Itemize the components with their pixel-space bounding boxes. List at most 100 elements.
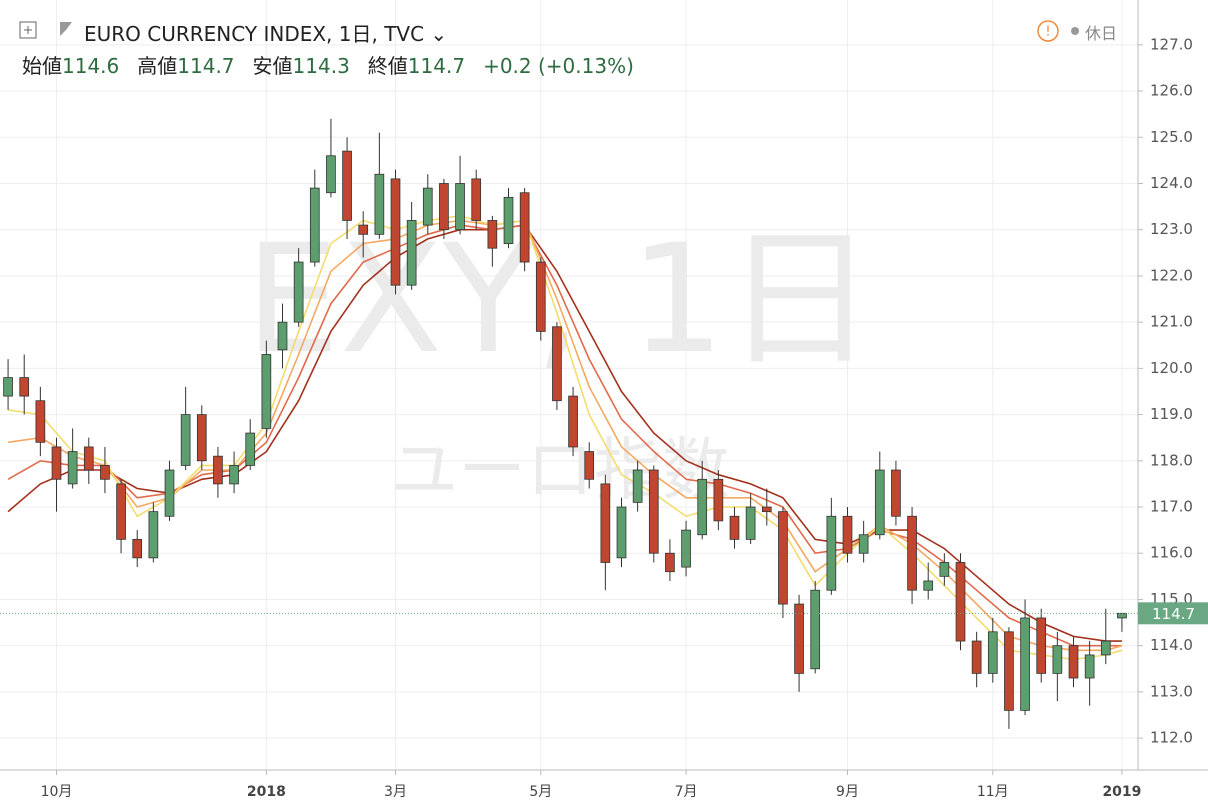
candle-body (971, 640, 982, 674)
axes: 112.0113.0114.0115.0116.0117.0118.0119.0… (0, 35, 1208, 800)
candle-body (939, 562, 950, 577)
y-tick-label: 127.0 (1150, 35, 1193, 53)
ohlc-label: 終値 (367, 54, 408, 78)
y-tick-label: 125.0 (1150, 128, 1193, 146)
ohlc-value: 114.7 (407, 54, 466, 78)
y-tick-label: 126.0 (1150, 82, 1193, 100)
candle-body (422, 187, 433, 226)
candle-body (826, 515, 837, 591)
candle-body (374, 173, 385, 235)
candle-body (229, 465, 239, 485)
candle-body (681, 529, 691, 568)
symbol-title[interactable]: EURO CURRENCY INDEX, 1日, TVC ⌄ (84, 22, 448, 46)
candle-body (616, 506, 627, 559)
candle-body (390, 178, 401, 286)
x-tick-label: 10月 (41, 784, 73, 800)
x-tick-label: 2018 (247, 784, 286, 800)
moving-average (7, 224, 1122, 642)
y-tick-label: 112.0 (1150, 729, 1193, 747)
y-tick-label: 120.0 (1150, 359, 1193, 377)
candle-body (471, 178, 482, 221)
candle-body (568, 395, 578, 448)
candle-body (648, 469, 659, 554)
x-tick-label: 7月 (675, 784, 698, 800)
candle-body (406, 220, 417, 286)
x-tick-label: 2019 (1102, 784, 1141, 800)
status-icons: ! (1037, 20, 1079, 42)
candle-body (132, 538, 143, 559)
header: EURO CURRENCY INDEX, 1日, TVC ⌄ 始値114.6 高値… (0, 0, 1130, 90)
x-tick-label: 9月 (836, 784, 859, 800)
moving-average (7, 219, 1123, 652)
candle-body (1052, 645, 1063, 674)
candle-body (342, 150, 352, 221)
candle-body (697, 478, 708, 536)
candle-body (455, 183, 465, 231)
ohlc-row: 始値114.6 高値114.7 安値114.3 終値114.7 +0.2 (+0.13%… (22, 50, 634, 79)
x-tick-label: 11月 (977, 784, 1009, 800)
candle-body (584, 451, 595, 480)
candle-body (277, 321, 288, 351)
candle-body (180, 414, 191, 466)
moving-average (7, 214, 1123, 661)
candle-body (67, 451, 78, 485)
candle-body (358, 224, 369, 235)
expand-icon[interactable] (19, 21, 37, 39)
candle-body (778, 511, 788, 605)
candle-body (810, 589, 821, 670)
candle-body (51, 446, 62, 480)
candle-body (309, 187, 320, 263)
change-pct: (+0.13%) (538, 54, 634, 78)
candle-body (1084, 654, 1095, 679)
y-tick-label: 116.0 (1150, 544, 1193, 562)
candle-body (487, 220, 498, 249)
y-tick-label: 122.0 (1150, 266, 1193, 284)
candle-body (213, 455, 223, 485)
y-tick-label: 117.0 (1150, 498, 1193, 516)
candle-body (794, 603, 804, 674)
candle-body (293, 261, 304, 323)
candle-body (1068, 645, 1079, 679)
y-tick-label: 119.0 (1150, 405, 1193, 423)
candle-body (100, 465, 110, 480)
candle-body (519, 192, 530, 263)
candle-body (1004, 631, 1014, 711)
candle-body (1117, 612, 1127, 619)
status-dot (1071, 27, 1079, 35)
candle-body (196, 414, 207, 462)
candle-body (987, 631, 998, 674)
ohlc-label: 安値 (252, 54, 293, 78)
ohlc-label: 高値 (137, 54, 178, 78)
candle-body (35, 400, 46, 443)
candle-body (3, 377, 13, 397)
candle-body (245, 432, 256, 466)
last-price-tag (1138, 602, 1208, 625)
candle-body (1100, 640, 1111, 656)
candle-body (535, 261, 546, 332)
candle-body (1036, 617, 1047, 674)
candle-body (955, 562, 966, 642)
y-tick-label: 123.0 (1150, 220, 1193, 238)
candle-body (713, 478, 724, 522)
candles (3, 118, 1127, 729)
candle-body (923, 580, 934, 591)
candle-body (891, 469, 901, 517)
y-tick-label: 118.0 (1150, 451, 1193, 469)
title-text: EURO CURRENCY INDEX, 1日, TVC (84, 22, 425, 46)
candle-body (907, 515, 917, 591)
change: +0.2 (483, 54, 532, 78)
header-icons (19, 21, 72, 39)
watermark-sub: ユーロ指数 (390, 432, 730, 511)
moving-average (7, 224, 1122, 647)
alert-icon[interactable] (1037, 20, 1059, 42)
alert-mark: ! (1045, 25, 1050, 40)
candle-body (858, 534, 869, 554)
ribbon (7, 214, 1123, 661)
candle-body (19, 377, 30, 397)
candle-body (745, 506, 756, 540)
candle-body (83, 446, 94, 471)
candle-body (1020, 617, 1030, 711)
candle-body (632, 469, 643, 503)
